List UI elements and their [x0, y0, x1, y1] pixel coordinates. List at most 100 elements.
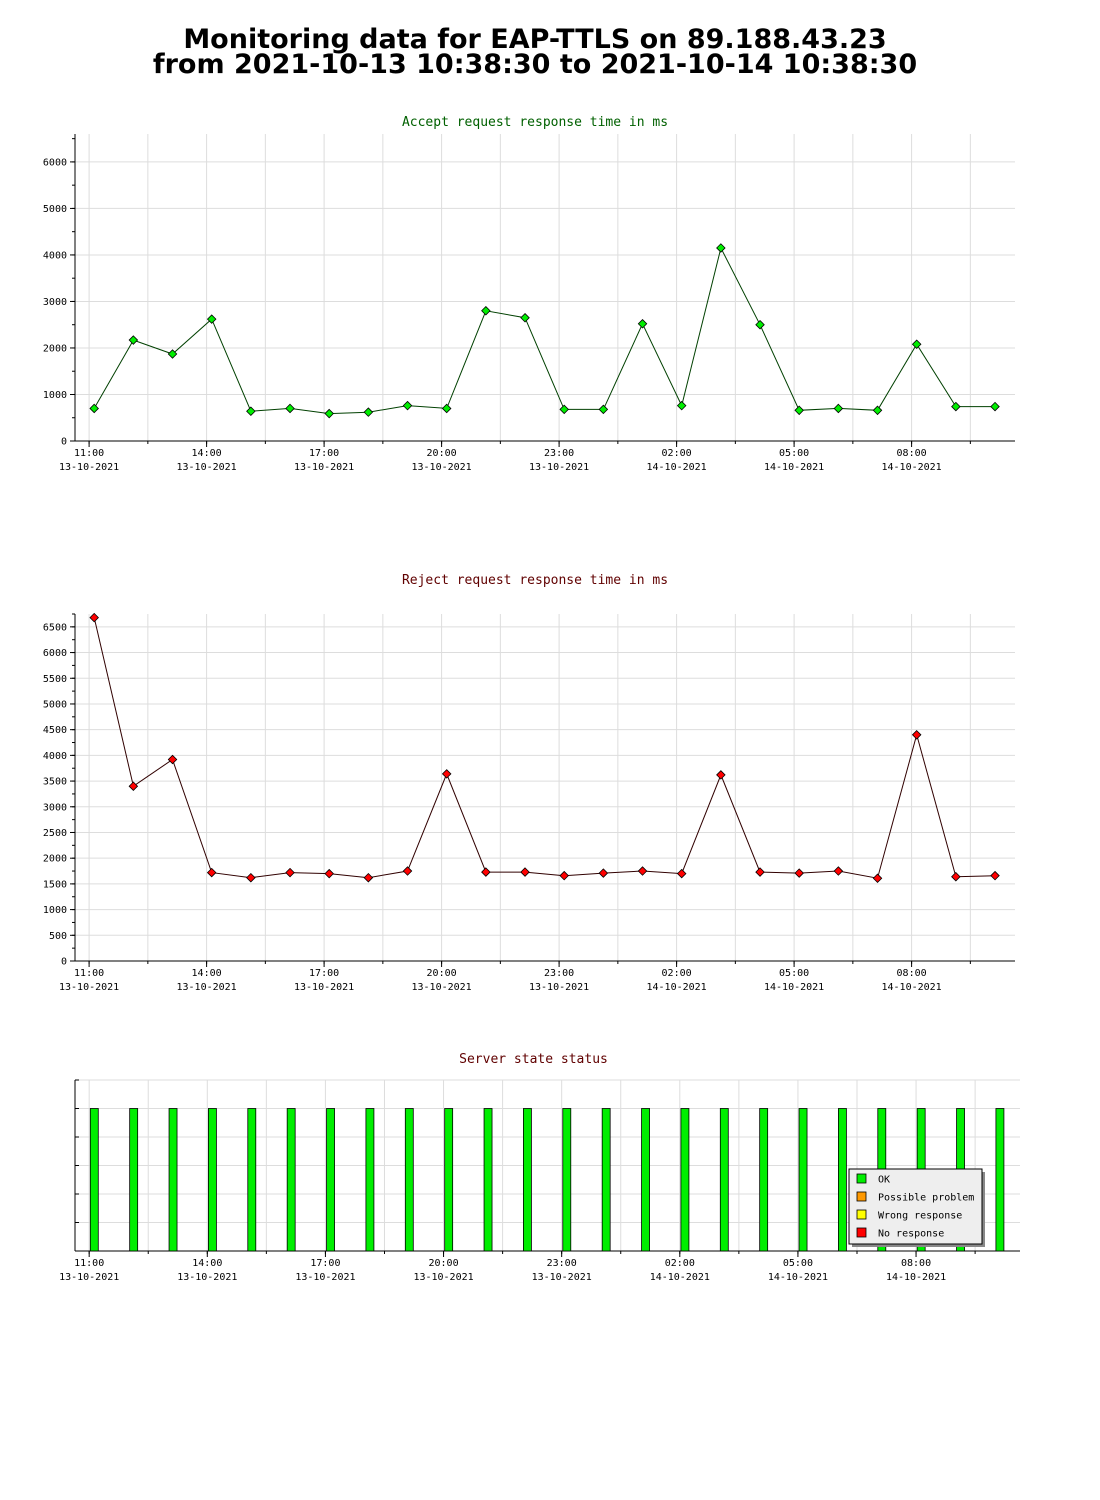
reject-chart-data-point — [911, 730, 922, 740]
accept-chart-data-point — [441, 403, 452, 414]
reject-chart-x-tick-label-time: 20:00 — [427, 968, 457, 979]
accept-chart-x-tick-label-date: 14-10-2021 — [881, 462, 941, 473]
status-chart-status-bar — [444, 1108, 454, 1252]
reject-chart-data-point — [285, 867, 295, 878]
status-chart-status-bar — [326, 1108, 335, 1252]
accept-chart-x-tick-label-time: 08:00 — [897, 448, 927, 459]
accept-chart-series-line — [93, 246, 995, 415]
accept-chart-data-point — [833, 403, 844, 414]
status-chart-status-bar — [719, 1108, 729, 1252]
accept-chart-x-tick-label-time: 11:00 — [74, 448, 104, 459]
accept-chart-data-point — [246, 406, 256, 416]
reject-chart: Reject request response time in ms 0 500 10… — [43, 573, 1015, 993]
accept-chart-x-tick-label-date: 13-10-2021 — [411, 462, 471, 473]
reject-chart-data-point — [128, 781, 139, 791]
status-chart-x-tick-label-time: 11:00 — [74, 1258, 104, 1269]
reject-chart-data-point — [676, 868, 687, 879]
reject-chart-x-tick-label-date: 13-10-2021 — [411, 982, 471, 993]
status-chart-status-bar — [680, 1108, 690, 1252]
reject-chart-x-tick-label-date: 13-10-2021 — [294, 982, 354, 993]
status-chart-status-bar — [89, 1108, 99, 1252]
reject-chart-y-tick-label: 4500 — [43, 725, 67, 736]
accept-chart-data-point — [676, 400, 687, 411]
reject-chart-x-tick-label-date: 13-10-2021 — [529, 982, 589, 993]
reject-chart-y-tick-label: 2000 — [43, 854, 67, 865]
status-chart-status-bar — [168, 1108, 178, 1252]
accept-chart-data-point — [520, 312, 530, 323]
accept-chart: Accept request response time in ms 0 1000 2… — [43, 115, 1015, 473]
accept-chart-x-tick-label-date: 13-10-2021 — [59, 462, 119, 473]
reject-chart-data-point — [402, 866, 413, 876]
legend-swatch — [856, 1173, 867, 1184]
page-title-line-2: from 2021-10-13 10:38:30 to 2021-10-14 1… — [152, 49, 918, 80]
status-chart-x-tick-label-date: 13-10-2021 — [177, 1272, 237, 1283]
reject-chart-data-point — [951, 871, 961, 882]
legend-label: Wrong response — [878, 1211, 962, 1222]
accept-chart-x-tick-label-date: 13-10-2021 — [294, 462, 354, 473]
legend-label: OK — [878, 1175, 890, 1186]
accept-chart-x-tick-label-time: 20:00 — [427, 448, 457, 459]
accept-chart-x-tick-label-time: 17:00 — [309, 448, 339, 459]
accept-chart-y-tick-label: 6000 — [43, 157, 67, 168]
reject-chart-data-point — [990, 870, 1000, 881]
reject-chart-data-point — [481, 867, 491, 877]
status-chart-x-tick-label-time: 05:00 — [783, 1258, 813, 1269]
accept-chart-data-point — [89, 403, 99, 414]
status-chart-x-tick-label-date: 14-10-2021 — [650, 1272, 710, 1283]
status-chart-status-bar — [601, 1108, 611, 1252]
reject-chart-x-tick-label-time: 08:00 — [897, 968, 927, 979]
reject-chart-x-tick-label-date: 14-10-2021 — [881, 982, 941, 993]
accept-chart-x-tick-label-time: 05:00 — [779, 448, 809, 459]
status-chart-title: Server state status — [459, 1052, 608, 1067]
reject-chart-data-point — [833, 866, 844, 876]
accept-chart-data-point — [206, 314, 217, 324]
reject-chart-x-tick-label-time: 17:00 — [309, 968, 339, 979]
reject-chart-x-tick-label-date: 14-10-2021 — [764, 982, 824, 993]
status-chart-status-bar — [404, 1108, 414, 1252]
reject-chart-y-tick-label: 5500 — [43, 674, 67, 685]
reject-chart-data-point — [637, 866, 648, 876]
status-chart-x-tick-label-time: 08:00 — [901, 1258, 931, 1269]
accept-chart-data-point — [402, 400, 413, 411]
reject-chart-data-point — [246, 872, 256, 883]
reject-chart-y-tick-label: 4000 — [43, 751, 67, 762]
status-chart-x-tick-label-time: 02:00 — [665, 1258, 695, 1269]
reject-chart-data-point — [363, 872, 374, 883]
status-chart-x-tick-label-date: 14-10-2021 — [886, 1272, 946, 1283]
reject-chart-data-point — [755, 867, 765, 877]
accept-chart-x-tick-label-time: 14:00 — [192, 448, 222, 459]
status-chart-status-bar — [562, 1108, 572, 1252]
status-chart-status-bar — [798, 1108, 808, 1252]
accept-chart-data-point — [637, 319, 648, 329]
reject-chart-data-point — [441, 769, 452, 779]
status-chart-x-tick-label-date: 13-10-2021 — [532, 1272, 592, 1283]
status-chart: Server state status 11:00 13-10-2021 14:00 1… — [59, 1052, 1020, 1283]
accept-chart-data-point — [755, 319, 765, 330]
status-chart-status-bar — [247, 1108, 257, 1252]
legend-box — [848, 1168, 983, 1245]
accept-chart-x-tick-label-date: 14-10-2021 — [646, 462, 706, 473]
accept-chart-data-point — [951, 401, 961, 412]
status-chart-x-tick-label-time: 23:00 — [547, 1258, 577, 1269]
accept-chart-data-point — [794, 405, 804, 416]
accept-chart-x-tick-label-date: 14-10-2021 — [764, 462, 824, 473]
reject-chart-x-tick-label-time: 02:00 — [662, 968, 692, 979]
accept-chart-data-point — [481, 305, 491, 316]
reject-chart-y-tick-label: 2500 — [43, 828, 67, 839]
reject-chart-y-tick-label: 1500 — [43, 879, 67, 890]
reject-chart-data-point — [716, 770, 726, 780]
reject-chart-y-tick-label: 1000 — [43, 905, 67, 916]
reject-chart-x-tick-label-date: 13-10-2021 — [176, 982, 236, 993]
reject-chart-y-tick-label: 3500 — [43, 777, 67, 788]
reject-chart-data-point — [598, 868, 609, 878]
accept-chart-data-point — [598, 404, 609, 415]
reject-chart-y-tick-label: 500 — [49, 931, 67, 942]
status-chart-x-tick-label-date: 13-10-2021 — [59, 1272, 119, 1283]
reject-chart-data-point — [520, 867, 530, 877]
accept-chart-data-point — [324, 408, 334, 419]
reject-chart-series-line — [93, 617, 996, 879]
accept-chart-y-tick-label: 0 — [61, 437, 67, 448]
status-chart-status-bar — [759, 1108, 769, 1252]
legend-swatch — [856, 1209, 867, 1220]
